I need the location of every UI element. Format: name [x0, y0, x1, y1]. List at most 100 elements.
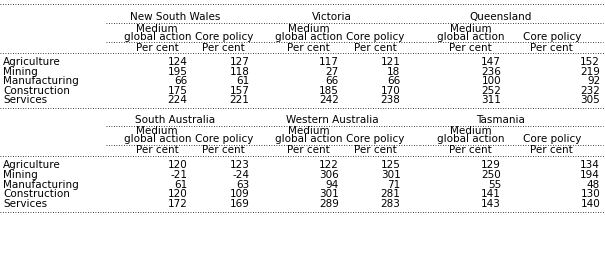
Text: 242: 242: [319, 95, 339, 105]
Text: Medium: Medium: [137, 127, 178, 136]
Text: Core policy: Core policy: [346, 134, 404, 144]
Text: Per cent: Per cent: [450, 145, 492, 155]
Text: 100: 100: [482, 76, 501, 86]
Text: 61: 61: [174, 180, 188, 190]
Text: Medium: Medium: [288, 24, 329, 34]
Text: global action: global action: [123, 32, 191, 42]
Text: 147: 147: [481, 57, 501, 67]
Text: Per cent: Per cent: [354, 145, 396, 155]
Text: 194: 194: [580, 170, 600, 180]
Text: 281: 281: [381, 189, 401, 199]
Text: Western Australia: Western Australia: [286, 115, 379, 125]
Text: 124: 124: [168, 57, 188, 67]
Text: 121: 121: [381, 57, 401, 67]
Text: 117: 117: [319, 57, 339, 67]
Text: Construction: Construction: [3, 86, 70, 96]
Text: 301: 301: [319, 189, 339, 199]
Text: Tasmania: Tasmania: [476, 115, 525, 125]
Text: Core policy: Core policy: [523, 32, 581, 42]
Text: Core policy: Core policy: [195, 32, 253, 42]
Text: 55: 55: [488, 180, 501, 190]
Text: Manufacturing: Manufacturing: [3, 180, 79, 190]
Text: Per cent: Per cent: [136, 145, 178, 155]
Text: 170: 170: [381, 86, 401, 96]
Text: 129: 129: [481, 160, 501, 170]
Text: 232: 232: [580, 86, 600, 96]
Text: Manufacturing: Manufacturing: [3, 76, 79, 86]
Text: Per cent: Per cent: [287, 43, 330, 53]
Text: 143: 143: [481, 199, 501, 209]
Text: 252: 252: [481, 86, 501, 96]
Text: 18: 18: [387, 67, 401, 77]
Text: 221: 221: [229, 95, 249, 105]
Text: Core policy: Core policy: [346, 32, 404, 42]
Text: 71: 71: [387, 180, 401, 190]
Text: Per cent: Per cent: [531, 145, 573, 155]
Text: 61: 61: [236, 76, 249, 86]
Text: 130: 130: [580, 189, 600, 199]
Text: -21: -21: [171, 170, 188, 180]
Text: 122: 122: [319, 160, 339, 170]
Text: Per cent: Per cent: [531, 43, 573, 53]
Text: 157: 157: [229, 86, 249, 96]
Text: 311: 311: [481, 95, 501, 105]
Text: 66: 66: [325, 76, 339, 86]
Text: 66: 66: [174, 76, 188, 86]
Text: global action: global action: [275, 32, 342, 42]
Text: 120: 120: [168, 160, 188, 170]
Text: Per cent: Per cent: [354, 43, 396, 53]
Text: Medium: Medium: [288, 127, 329, 136]
Text: Agriculture: Agriculture: [3, 160, 60, 170]
Text: global action: global action: [437, 32, 505, 42]
Text: 195: 195: [168, 67, 188, 77]
Text: Victoria: Victoria: [312, 12, 352, 22]
Text: 224: 224: [168, 95, 188, 105]
Text: 63: 63: [236, 180, 249, 190]
Text: 289: 289: [319, 199, 339, 209]
Text: Per cent: Per cent: [203, 43, 245, 53]
Text: Services: Services: [3, 199, 47, 209]
Text: Core policy: Core policy: [523, 134, 581, 144]
Text: 127: 127: [229, 57, 249, 67]
Text: Mining: Mining: [3, 170, 38, 180]
Text: global action: global action: [437, 134, 505, 144]
Text: 109: 109: [229, 189, 249, 199]
Text: 140: 140: [580, 199, 600, 209]
Text: 123: 123: [229, 160, 249, 170]
Text: 48: 48: [587, 180, 600, 190]
Text: global action: global action: [123, 134, 191, 144]
Text: Per cent: Per cent: [203, 145, 245, 155]
Text: 120: 120: [168, 189, 188, 199]
Text: 172: 172: [168, 199, 188, 209]
Text: 27: 27: [325, 67, 339, 77]
Text: 306: 306: [319, 170, 339, 180]
Text: 283: 283: [381, 199, 401, 209]
Text: 118: 118: [229, 67, 249, 77]
Text: 92: 92: [587, 76, 600, 86]
Text: Core policy: Core policy: [195, 134, 253, 144]
Text: 94: 94: [325, 180, 339, 190]
Text: global action: global action: [275, 134, 342, 144]
Text: Medium: Medium: [450, 127, 491, 136]
Text: 301: 301: [381, 170, 401, 180]
Text: 219: 219: [580, 67, 600, 77]
Text: 152: 152: [580, 57, 600, 67]
Text: 185: 185: [319, 86, 339, 96]
Text: Per cent: Per cent: [287, 145, 330, 155]
Text: Medium: Medium: [450, 24, 491, 34]
Text: Mining: Mining: [3, 67, 38, 77]
Text: Construction: Construction: [3, 189, 70, 199]
Text: 305: 305: [580, 95, 600, 105]
Text: 141: 141: [481, 189, 501, 199]
Text: 250: 250: [481, 170, 501, 180]
Text: Services: Services: [3, 95, 47, 105]
Text: 169: 169: [229, 199, 249, 209]
Text: Agriculture: Agriculture: [3, 57, 60, 67]
Text: 66: 66: [387, 76, 401, 86]
Text: -24: -24: [232, 170, 249, 180]
Text: Per cent: Per cent: [450, 43, 492, 53]
Text: New South Wales: New South Wales: [130, 12, 221, 22]
Text: Queensland: Queensland: [469, 12, 532, 22]
Text: Medium: Medium: [137, 24, 178, 34]
Text: 238: 238: [381, 95, 401, 105]
